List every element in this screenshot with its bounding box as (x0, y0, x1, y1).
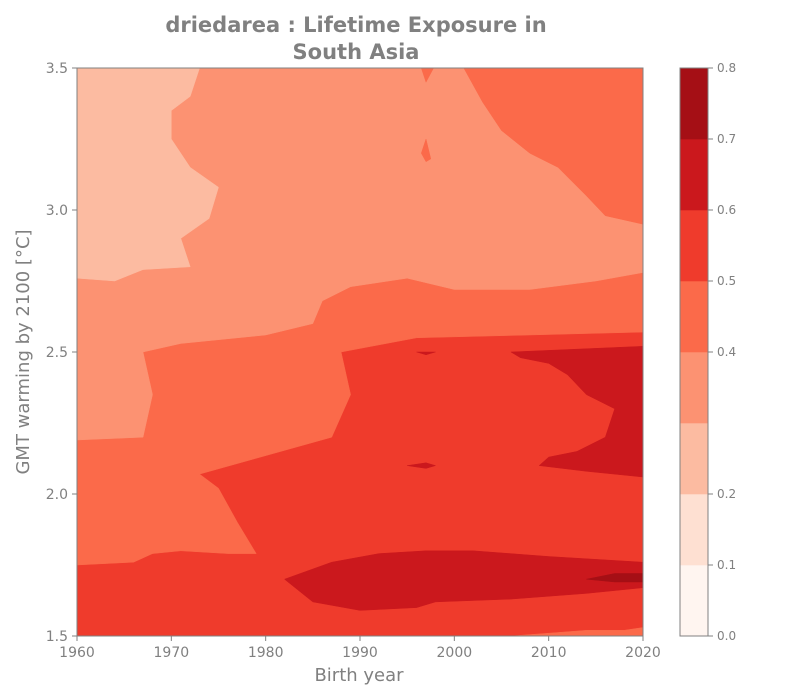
colorbar-tick-label: 0.2 (717, 487, 736, 501)
y-tick-label: 2.5 (46, 345, 68, 361)
contour-band-top-left (76, 67, 219, 282)
y-axis: 1.5 2.0 2.5 3.0 3.5 (46, 61, 77, 645)
colorbar-tick-label: 0.7 (717, 132, 736, 146)
chart-title-line-1: driedarea : Lifetime Exposure in (165, 13, 546, 37)
x-tick-label: 1980 (248, 645, 284, 661)
x-tick-label: 1960 (59, 645, 95, 661)
y-axis-label: GMT warming by 2100 [°C] (13, 229, 34, 474)
chart-title-line-2: South Asia (293, 40, 420, 64)
colorbar-tick-label: 0.0 (717, 629, 736, 643)
colorbar-segment (680, 423, 708, 495)
colorbar-tick-label: 0.5 (717, 274, 736, 288)
colorbar-segment (680, 281, 708, 353)
colorbar-segment (680, 139, 708, 211)
colorbar-tick-label: 0.1 (717, 558, 736, 572)
colorbar: 0.0 0.1 0.2 0.4 0.5 0.6 0.7 0.8 (679, 61, 736, 643)
x-tick-label: 2010 (531, 645, 567, 661)
colorbar-segment (680, 68, 708, 140)
y-tick-label: 2.0 (46, 487, 68, 503)
y-tick-label: 3.5 (46, 61, 68, 77)
colorbar-tick-label: 0.8 (717, 61, 736, 75)
colorbar-segment (680, 210, 708, 282)
contour-band-spike-mid (421, 138, 432, 163)
x-axis: 1960 1970 1980 1990 2000 2010 2020 (59, 636, 661, 661)
y-tick-label: 3.0 (46, 203, 68, 219)
colorbar-segment (680, 565, 708, 637)
colorbar-tick-label: 0.4 (717, 345, 736, 359)
colorbar-segment (680, 352, 708, 424)
x-tick-label: 1990 (342, 645, 378, 661)
y-tick-label: 1.5 (46, 629, 68, 645)
x-tick-label: 1970 (154, 645, 190, 661)
plot-area (76, 67, 644, 637)
x-tick-label: 2000 (437, 645, 473, 661)
colorbar-tick-label: 0.6 (717, 203, 736, 217)
contour-band-tiny-dark-a (416, 351, 436, 356)
contour-band-tiny-dark-b (407, 462, 437, 469)
contour-band-dark-mid (510, 346, 644, 478)
x-tick-label: 2020 (625, 645, 661, 661)
x-axis-label: Birth year (314, 665, 404, 686)
colorbar-segment (680, 494, 708, 566)
